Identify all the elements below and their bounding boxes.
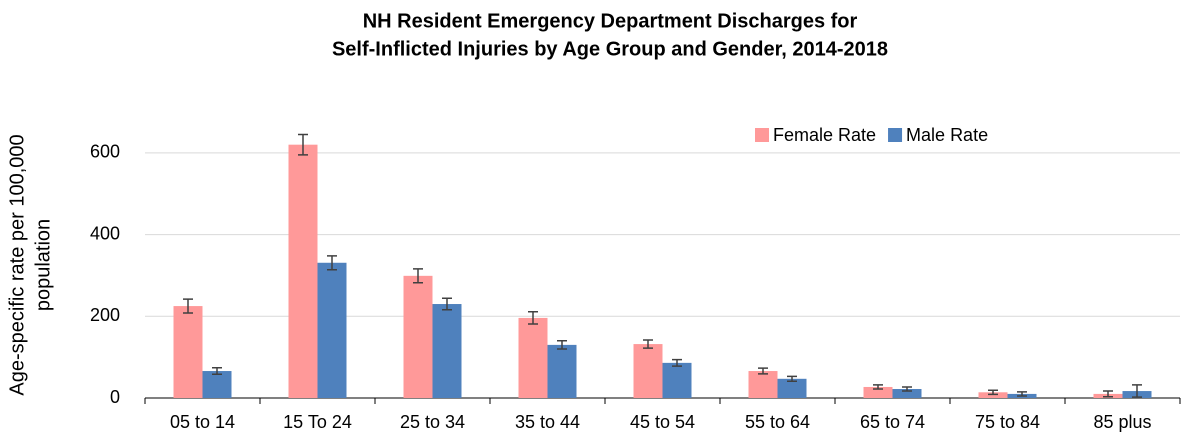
error-bar	[557, 340, 567, 350]
bar	[892, 389, 922, 398]
error-bar	[298, 133, 308, 156]
y-axis-title: Age-specific rate per 100,000 population	[6, 134, 54, 395]
chart-title: NH Resident Emergency Department Dischar…	[363, 10, 858, 32]
error-bar	[643, 339, 653, 349]
bar	[662, 362, 692, 398]
legend-swatch	[755, 128, 769, 142]
error-bar	[672, 358, 682, 367]
error-bar	[758, 367, 768, 375]
error-bar	[183, 298, 193, 314]
bar	[547, 344, 577, 398]
chart-title: Self-Inflicted Injuries by Age Group and…	[332, 38, 888, 60]
x-tick-label: 25 to 34	[400, 412, 465, 432]
y-axis-title-line: Age-specific rate per 100,000	[6, 134, 28, 395]
x-tick-label: 15 To 24	[283, 412, 352, 432]
bar	[202, 371, 232, 398]
bar	[317, 262, 347, 398]
bar	[863, 386, 893, 398]
x-tick-label: 75 to 84	[975, 412, 1040, 432]
x-tick-label: 85 plus	[1093, 412, 1151, 432]
bar	[777, 378, 807, 398]
error-bar	[787, 375, 797, 382]
legend-label: Male Rate	[906, 125, 988, 145]
error-bar	[413, 268, 423, 284]
error-bar	[528, 311, 538, 325]
error-bar	[1132, 384, 1142, 398]
legend-swatch	[888, 128, 903, 142]
error-bar	[873, 384, 883, 390]
bar	[403, 275, 433, 398]
y-tick-label: 200	[90, 305, 120, 325]
error-bar	[442, 297, 452, 311]
bar	[518, 317, 548, 398]
error-bar	[902, 386, 912, 392]
x-tick-label: 35 to 44	[515, 412, 580, 432]
bar	[978, 392, 1008, 398]
error-bar	[988, 389, 998, 396]
error-bar	[1017, 391, 1027, 397]
x-tick-label: 55 to 64	[745, 412, 810, 432]
error-bar	[1103, 390, 1113, 398]
y-axis-title-line: population	[32, 219, 54, 311]
y-tick-label: 600	[90, 142, 120, 162]
bar	[432, 304, 462, 398]
error-bar	[327, 255, 337, 271]
x-tick-label: 65 to 74	[860, 412, 925, 432]
bar	[173, 306, 203, 398]
bar	[633, 344, 663, 398]
legend-label: Female Rate	[773, 125, 876, 145]
bar	[288, 144, 318, 398]
error-bar	[212, 367, 222, 376]
bar	[748, 371, 778, 398]
x-tick-label: 05 to 14	[170, 412, 235, 432]
y-tick-label: 400	[90, 223, 120, 243]
y-tick-label: 0	[110, 387, 120, 407]
x-tick-label: 45 to 54	[630, 412, 695, 432]
